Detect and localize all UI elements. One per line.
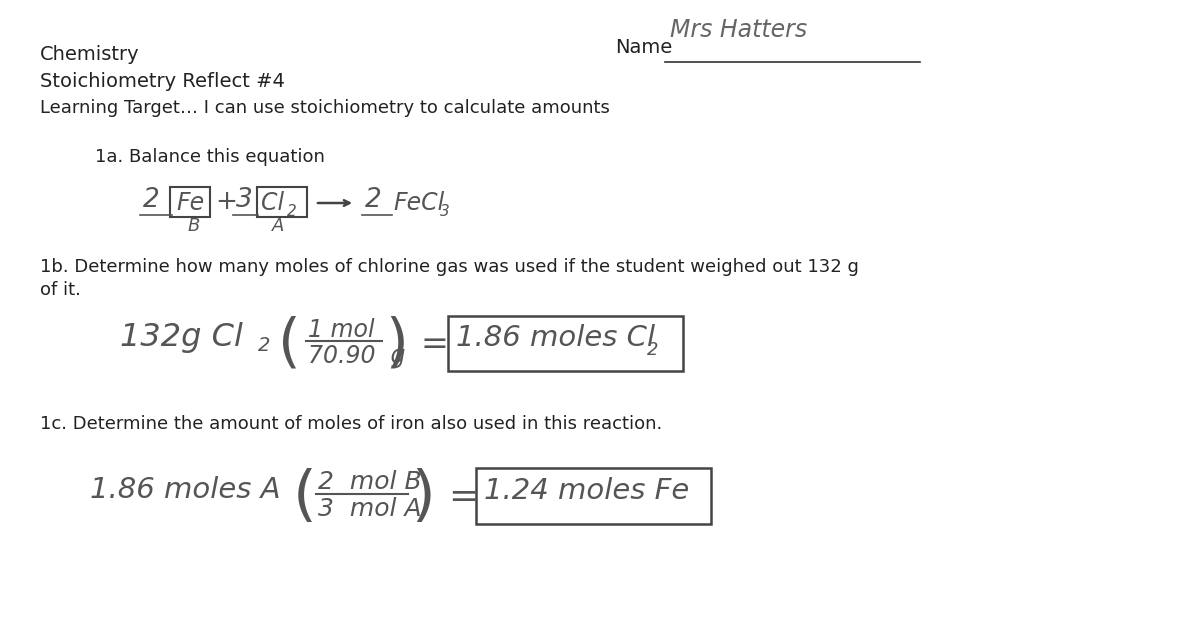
Text: 2: 2 xyxy=(287,204,296,219)
Text: Chemistry: Chemistry xyxy=(40,45,139,64)
Text: 2: 2 xyxy=(365,187,382,213)
Text: Learning Target… I can use stoichiometry to calculate amounts: Learning Target… I can use stoichiometry… xyxy=(40,99,610,117)
Text: Mrs Hatters: Mrs Hatters xyxy=(670,18,808,42)
Text: =: = xyxy=(448,480,479,514)
Text: Name: Name xyxy=(616,38,672,57)
Text: Stoichiometry Reflect #4: Stoichiometry Reflect #4 xyxy=(40,72,284,91)
Text: (: ( xyxy=(293,468,317,527)
Text: 70.90  g: 70.90 g xyxy=(308,344,406,368)
Text: A: A xyxy=(272,217,284,235)
Text: ): ) xyxy=(410,468,434,527)
Text: 1c. Determine the amount of moles of iron also used in this reaction.: 1c. Determine the amount of moles of iro… xyxy=(40,415,662,433)
Text: FeCl: FeCl xyxy=(394,191,444,215)
Text: 1.86 moles A: 1.86 moles A xyxy=(90,476,281,504)
Text: 2: 2 xyxy=(258,336,270,355)
Bar xyxy=(448,316,683,371)
Text: of it.: of it. xyxy=(40,281,80,299)
Text: =: = xyxy=(420,328,448,361)
Text: 1a. Balance this equation: 1a. Balance this equation xyxy=(95,148,325,166)
Text: Cl: Cl xyxy=(262,191,284,215)
Text: 132g Cl: 132g Cl xyxy=(120,322,242,353)
Text: 3: 3 xyxy=(440,204,450,219)
Text: 2: 2 xyxy=(647,341,659,359)
Text: 3: 3 xyxy=(236,187,253,213)
Text: 3  mol A: 3 mol A xyxy=(318,497,421,521)
Bar xyxy=(476,468,710,524)
Text: 1 mol: 1 mol xyxy=(308,318,374,342)
Text: 2  mol B: 2 mol B xyxy=(318,470,421,494)
Text: (: ( xyxy=(278,316,301,373)
Text: +: + xyxy=(215,189,238,215)
Text: 1b. Determine how many moles of chlorine gas was used if the student weighed out: 1b. Determine how many moles of chlorine… xyxy=(40,258,859,276)
Text: 1.24 moles Fe: 1.24 moles Fe xyxy=(484,477,689,505)
Text: ): ) xyxy=(385,316,408,373)
Text: Fe: Fe xyxy=(176,191,204,215)
Text: 1.86 moles Cl: 1.86 moles Cl xyxy=(456,324,655,352)
Text: B: B xyxy=(188,217,200,235)
Text: 2: 2 xyxy=(143,187,160,213)
Bar xyxy=(257,187,307,217)
Bar xyxy=(170,187,210,217)
